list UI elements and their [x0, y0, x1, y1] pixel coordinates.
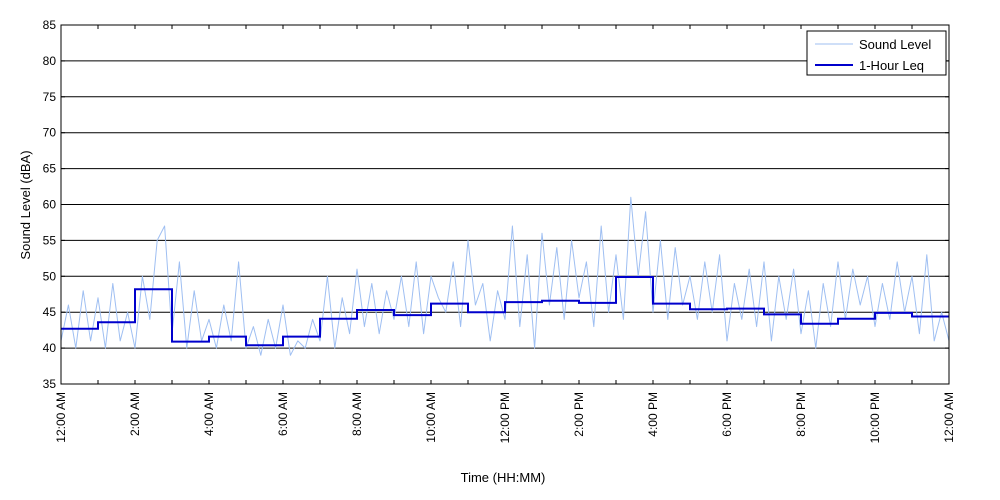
- x-tick-label: 12:00 PM: [498, 392, 512, 443]
- gridlines: [61, 60, 949, 349]
- y-tick-label: 60: [43, 198, 57, 212]
- x-tick-label: 12:00 AM: [942, 392, 956, 443]
- leq-step-line: [61, 276, 949, 347]
- x-tick-label: 10:00 AM: [424, 392, 438, 443]
- x-tick-label: 8:00 PM: [794, 392, 808, 437]
- y-tick-label: 75: [43, 90, 57, 104]
- legend-box: [806, 30, 947, 76]
- sound-level-line: [60, 196, 950, 356]
- y-tick-label: 55: [43, 233, 57, 247]
- x-tick-label: 6:00 PM: [720, 392, 734, 437]
- y-tick-label: 50: [43, 269, 57, 283]
- legend-label-sound-level: Sound Level: [859, 37, 931, 52]
- x-tick-label: 4:00 AM: [202, 392, 216, 436]
- y-tick-label: 65: [43, 162, 57, 176]
- y-tick-label: 35: [43, 377, 57, 391]
- x-tick-label: 2:00 AM: [128, 392, 142, 436]
- x-axis: 12:00 AM 2:00 AM 4:00 AM 6:00 AM 8:00 AM 10:0…: [54, 25, 956, 443]
- legend: Sound Level 1-Hour Leq: [806, 30, 947, 76]
- leq-series: [61, 276, 949, 347]
- y-tick-label: 70: [43, 126, 57, 140]
- y-tick-label: 85: [43, 18, 57, 32]
- x-tick-label: 12:00 AM: [54, 392, 68, 443]
- y-axis-title: Sound Level (dBA): [18, 150, 33, 259]
- x-axis-title: Time (HH:MM): [461, 470, 546, 485]
- y-axis: 35 40 45 50 55 60 65 70 75 80 85: [43, 18, 949, 391]
- y-tick-label: 40: [43, 341, 57, 355]
- y-tick-label: 80: [43, 54, 57, 68]
- x-tick-label: 2:00 PM: [572, 392, 586, 437]
- x-tick-label: 6:00 AM: [276, 392, 290, 436]
- legend-label-leq: 1-Hour Leq: [859, 58, 924, 73]
- x-tick-label: 4:00 PM: [646, 392, 660, 437]
- sound-level-series: [60, 196, 950, 356]
- x-tick-label: 10:00 PM: [868, 392, 882, 443]
- x-tick-label: 8:00 AM: [350, 392, 364, 436]
- y-tick-label: 45: [43, 305, 57, 319]
